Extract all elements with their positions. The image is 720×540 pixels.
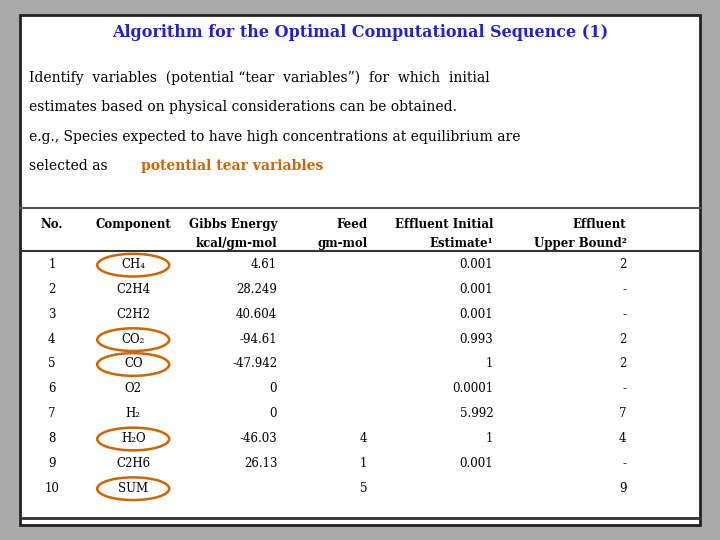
Text: 0.993: 0.993 — [459, 333, 493, 346]
FancyBboxPatch shape — [20, 15, 700, 525]
Text: 9: 9 — [619, 482, 626, 495]
Text: 1: 1 — [486, 357, 493, 370]
Text: 0.001: 0.001 — [459, 308, 493, 321]
Text: O2: O2 — [125, 382, 142, 395]
Text: 0: 0 — [270, 382, 277, 395]
Text: 0.0001: 0.0001 — [452, 382, 493, 395]
Text: C2H4: C2H4 — [116, 283, 150, 296]
Text: -: - — [622, 457, 626, 470]
Text: 2: 2 — [619, 258, 626, 271]
Text: 4.61: 4.61 — [251, 258, 277, 271]
Text: No.: No. — [40, 218, 63, 231]
Text: 6: 6 — [48, 382, 55, 395]
Text: SUM: SUM — [118, 482, 148, 495]
Text: C2H2: C2H2 — [116, 308, 150, 321]
Text: Effluent Initial: Effluent Initial — [395, 218, 493, 231]
Text: 4: 4 — [619, 432, 626, 445]
Text: 8: 8 — [48, 432, 55, 445]
Text: 1: 1 — [48, 258, 55, 271]
Text: 0: 0 — [270, 407, 277, 420]
Text: 4: 4 — [48, 333, 55, 346]
Text: H₂: H₂ — [126, 407, 140, 420]
Text: -94.61: -94.61 — [240, 333, 277, 346]
Text: 1: 1 — [486, 432, 493, 445]
Text: 0.001: 0.001 — [459, 457, 493, 470]
Text: 2: 2 — [619, 357, 626, 370]
Text: C2H6: C2H6 — [116, 457, 150, 470]
Text: 10: 10 — [45, 482, 59, 495]
Text: CO₂: CO₂ — [122, 333, 145, 346]
Text: 40.604: 40.604 — [236, 308, 277, 321]
Text: Feed: Feed — [336, 218, 367, 231]
Text: 7: 7 — [619, 407, 626, 420]
Text: -: - — [622, 382, 626, 395]
Text: 2: 2 — [48, 283, 55, 296]
Text: H₂O: H₂O — [121, 432, 145, 445]
Text: CH₄: CH₄ — [121, 258, 145, 271]
Text: 26.13: 26.13 — [243, 457, 277, 470]
Text: 5.992: 5.992 — [459, 407, 493, 420]
Text: 2: 2 — [619, 333, 626, 346]
Text: e.g., Species expected to have high concentrations at equilibrium are: e.g., Species expected to have high conc… — [29, 130, 521, 144]
Text: selected as: selected as — [29, 159, 112, 173]
Text: Algorithm for the Optimal Computational Sequence (1): Algorithm for the Optimal Computational … — [112, 24, 608, 41]
Text: 0.001: 0.001 — [459, 258, 493, 271]
Text: Gibbs Energy: Gibbs Energy — [189, 218, 277, 231]
Text: Component: Component — [95, 218, 171, 231]
Text: estimates based on physical considerations can be obtained.: estimates based on physical consideratio… — [29, 100, 456, 114]
Text: 28.249: 28.249 — [236, 283, 277, 296]
Text: CO: CO — [124, 357, 143, 370]
Text: potential tear variables: potential tear variables — [141, 159, 323, 173]
Text: Estimate¹: Estimate¹ — [429, 237, 493, 249]
Text: 9: 9 — [48, 457, 55, 470]
Text: 5: 5 — [360, 482, 367, 495]
Text: -: - — [622, 308, 626, 321]
Text: 7: 7 — [48, 407, 55, 420]
Text: gm-mol: gm-mol — [317, 237, 367, 249]
Text: 0.001: 0.001 — [459, 283, 493, 296]
Text: Identify  variables  (potential “tear  variables”)  for  which  initial: Identify variables (potential “tear vari… — [29, 70, 490, 85]
Text: Effluent: Effluent — [573, 218, 626, 231]
Text: Upper Bound²: Upper Bound² — [534, 237, 626, 249]
Text: -47.942: -47.942 — [232, 357, 277, 370]
Text: kcal/gm-mol: kcal/gm-mol — [196, 237, 277, 249]
Text: 1: 1 — [360, 457, 367, 470]
Text: -: - — [622, 283, 626, 296]
Text: 5: 5 — [48, 357, 55, 370]
Text: 3: 3 — [48, 308, 55, 321]
Text: -46.03: -46.03 — [240, 432, 277, 445]
Text: 4: 4 — [360, 432, 367, 445]
